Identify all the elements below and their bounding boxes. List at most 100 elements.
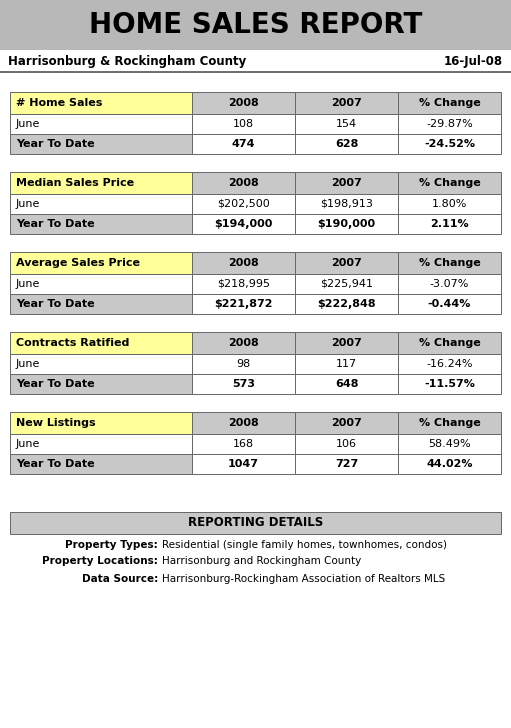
Bar (10, 454, 192, 474)
Text: 2007: 2007 (331, 338, 362, 348)
Bar (295, 434, 398, 454)
Text: June: June (16, 199, 40, 209)
Text: 2008: 2008 (228, 338, 259, 348)
Text: $198,913: $198,913 (320, 199, 373, 209)
Text: June: June (16, 359, 40, 369)
Text: $194,000: $194,000 (214, 219, 273, 229)
Bar (192, 194, 295, 214)
Text: Harrisonburg and Rockingham County: Harrisonburg and Rockingham County (162, 556, 361, 566)
Bar (398, 332, 501, 354)
Text: 2008: 2008 (228, 258, 259, 268)
Bar (295, 252, 398, 274)
Text: -29.87%: -29.87% (426, 119, 473, 129)
Text: $190,000: $190,000 (317, 219, 376, 229)
Bar (295, 454, 398, 474)
Text: Contracts Ratified: Contracts Ratified (16, 338, 129, 348)
Bar (10, 214, 192, 234)
Text: 2008: 2008 (228, 418, 259, 428)
Text: Year To Date: Year To Date (16, 379, 95, 389)
Text: % Change: % Change (419, 258, 480, 268)
Bar (192, 332, 295, 354)
Bar (398, 274, 501, 294)
Bar (295, 92, 398, 114)
Bar (295, 374, 398, 394)
Bar (192, 172, 295, 194)
Bar (295, 172, 398, 194)
Bar (295, 134, 398, 154)
Bar (192, 374, 295, 394)
Bar (295, 194, 398, 214)
Text: 2007: 2007 (331, 258, 362, 268)
Bar (192, 434, 295, 454)
Bar (10, 252, 192, 274)
Text: REPORTING DETAILS: REPORTING DETAILS (188, 516, 323, 529)
Bar (10, 512, 501, 534)
Bar (10, 194, 192, 214)
Bar (398, 134, 501, 154)
Text: -24.52%: -24.52% (424, 139, 475, 149)
Bar (295, 214, 398, 234)
Bar (192, 412, 295, 434)
Text: # Home Sales: # Home Sales (16, 98, 102, 108)
Text: -0.44%: -0.44% (428, 299, 471, 309)
Bar (295, 114, 398, 134)
Text: Property Locations:: Property Locations: (42, 556, 158, 566)
Text: 117: 117 (336, 359, 357, 369)
Text: Year To Date: Year To Date (16, 219, 95, 229)
Bar (0, 0, 511, 50)
Text: Average Sales Price: Average Sales Price (16, 258, 140, 268)
Text: -3.07%: -3.07% (430, 279, 469, 289)
Bar (398, 172, 501, 194)
Bar (10, 114, 192, 134)
Text: $225,941: $225,941 (320, 279, 373, 289)
Text: % Change: % Change (419, 98, 480, 108)
Text: Harrisonburg-Rockingham Association of Realtors MLS: Harrisonburg-Rockingham Association of R… (162, 574, 445, 584)
Bar (192, 252, 295, 274)
Text: -16.24%: -16.24% (426, 359, 473, 369)
Text: $222,848: $222,848 (317, 299, 376, 309)
Text: % Change: % Change (419, 338, 480, 348)
Text: Year To Date: Year To Date (16, 299, 95, 309)
Text: 573: 573 (232, 379, 255, 389)
Text: % Change: % Change (419, 178, 480, 188)
Bar (295, 274, 398, 294)
Bar (10, 274, 192, 294)
Bar (192, 354, 295, 374)
Bar (192, 134, 295, 154)
Bar (398, 294, 501, 314)
Text: 2.11%: 2.11% (430, 219, 469, 229)
Text: Year To Date: Year To Date (16, 459, 95, 469)
Text: % Change: % Change (419, 418, 480, 428)
Text: June: June (16, 439, 40, 449)
Text: Median Sales Price: Median Sales Price (16, 178, 134, 188)
Text: 1047: 1047 (228, 459, 259, 469)
Text: 1.80%: 1.80% (432, 199, 467, 209)
Text: $202,500: $202,500 (217, 199, 270, 209)
Bar (398, 194, 501, 214)
Bar (398, 354, 501, 374)
Text: Year To Date: Year To Date (16, 139, 95, 149)
Bar (10, 92, 192, 114)
Text: 2007: 2007 (331, 418, 362, 428)
Text: 108: 108 (233, 119, 254, 129)
Text: 154: 154 (336, 119, 357, 129)
Text: 16-Jul-08: 16-Jul-08 (444, 55, 503, 68)
Text: 98: 98 (237, 359, 250, 369)
Bar (295, 412, 398, 434)
Text: -11.57%: -11.57% (424, 379, 475, 389)
Text: $221,872: $221,872 (214, 299, 273, 309)
Bar (398, 454, 501, 474)
Bar (10, 434, 192, 454)
Text: 44.02%: 44.02% (426, 459, 473, 469)
Bar (192, 454, 295, 474)
Text: 628: 628 (335, 139, 358, 149)
Text: 2007: 2007 (331, 98, 362, 108)
Bar (10, 412, 192, 434)
Bar (192, 294, 295, 314)
Bar (398, 252, 501, 274)
Text: 168: 168 (233, 439, 254, 449)
Text: Property Types:: Property Types: (65, 539, 158, 550)
Bar (10, 134, 192, 154)
Bar (398, 114, 501, 134)
Bar (10, 332, 192, 354)
